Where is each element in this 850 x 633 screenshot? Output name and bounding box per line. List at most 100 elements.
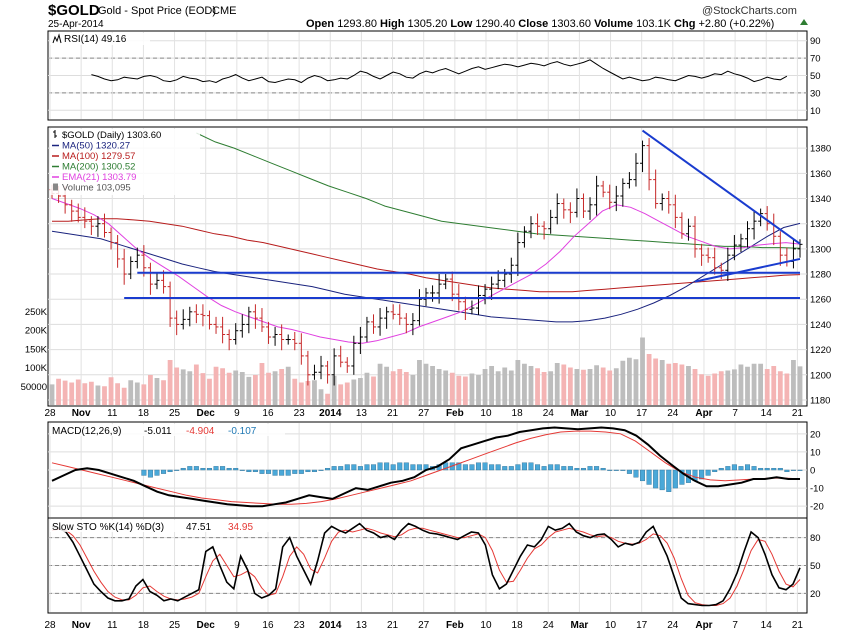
volume-bar: [266, 372, 271, 405]
volume-bar: [410, 375, 416, 405]
legends: RSI(14) 49.16 $GOLD (Daily) 1303.60MA(50)…: [50, 33, 285, 533]
volume-bar: [456, 375, 462, 405]
macd-tick-label: 0: [810, 466, 815, 477]
macd-histogram-bar: [292, 469, 298, 474]
close-value: 1303.60: [551, 18, 591, 30]
macd-histogram-bar: [403, 462, 409, 471]
macd-histogram-bar: [751, 466, 757, 471]
sto-legend-entry: 47.51: [186, 522, 211, 533]
volume-bar: [797, 366, 803, 405]
price-tick-label: 1320: [810, 219, 831, 230]
volume-bar: [49, 384, 55, 405]
macd-histogram-bar: [384, 462, 390, 471]
macd-histogram-bar: [154, 469, 160, 476]
macd-histogram-bar: [285, 469, 291, 476]
macd-histogram-bar: [298, 469, 304, 474]
x-axis-label-bottom: Dec: [197, 620, 216, 631]
rsi-tick-label: 50: [810, 71, 821, 82]
macd-histogram-bar: [338, 466, 344, 471]
price-tick-label: 1340: [810, 194, 831, 205]
macd-histogram-bar: [646, 469, 652, 485]
macd-histogram-bar: [377, 462, 383, 471]
volume-bar: [69, 382, 75, 405]
macd-histogram-bar: [554, 464, 560, 471]
macd-histogram-bar: [371, 464, 377, 471]
volume-bar: [489, 366, 495, 405]
x-axis-label: 10: [480, 408, 492, 419]
volume-bar: [344, 382, 350, 405]
volume-legend-swatch: [53, 183, 58, 191]
volume-bar: [567, 367, 573, 405]
volume-bar: [128, 380, 134, 405]
x-axis-label-bottom: 28: [44, 620, 56, 631]
macd-histogram-bar: [180, 467, 186, 471]
volume-bar: [731, 369, 737, 405]
volume-bar: [417, 360, 422, 405]
macd-histogram-bar: [495, 464, 501, 471]
volume-bar: [436, 369, 442, 405]
macd-histogram-bar: [462, 464, 468, 471]
macd-histogram-bar: [469, 464, 475, 471]
macd-histogram-bar: [147, 469, 153, 478]
macd-histogram-bar: [620, 469, 626, 471]
low-label: Low: [450, 18, 472, 30]
macd-histogram-bar: [305, 469, 311, 473]
volume-bar: [200, 373, 206, 405]
price-tick-label: 1240: [810, 320, 831, 331]
rsi-line: [91, 59, 788, 84]
volume-bar: [180, 369, 186, 405]
macd-histogram-bar: [456, 462, 462, 471]
volume-bar: [62, 380, 68, 405]
macd-histogram-bar: [567, 466, 573, 471]
volume-bar: [646, 354, 652, 405]
volume-tick-label: 50000: [21, 382, 47, 393]
macd-histogram-bar: [397, 462, 403, 471]
volume-bar: [686, 366, 691, 405]
x-axis-label-bottom: 13: [356, 620, 368, 631]
macd-histogram-bar: [535, 464, 541, 471]
macd-histogram-bar: [475, 462, 481, 471]
x-axis-label: Mar: [571, 408, 589, 419]
volume-bar: [141, 384, 147, 405]
volume-bar: [88, 381, 94, 405]
volume-bar: [253, 375, 258, 405]
macd-histogram-bar: [174, 469, 180, 471]
macd-histogram-bar: [626, 469, 632, 474]
macd-histogram-bar: [364, 464, 370, 471]
close-label: Close: [518, 18, 548, 30]
macd-histogram-bar: [771, 467, 777, 471]
volume-bar: [390, 371, 396, 405]
volume-bar: [397, 369, 403, 405]
volume-bar: [115, 383, 121, 405]
macd-histogram-bar: [653, 469, 659, 489]
x-axis-label: Dec: [197, 408, 216, 419]
rsi-tick-label: 90: [810, 36, 821, 47]
low-value: 1290.40: [475, 18, 515, 30]
volume-bar: [777, 371, 783, 405]
price-legend-entry: MA(50) 1320.27: [62, 141, 130, 152]
macd-histogram-bar: [777, 467, 783, 471]
macd-histogram-bar: [528, 462, 534, 471]
volume-bar: [495, 371, 501, 405]
macd-histogram-bar: [548, 464, 554, 471]
macd-histogram-bar: [213, 466, 219, 471]
volume-bar: [272, 371, 278, 405]
volume-bar: [331, 375, 337, 405]
x-axis-label-bottom: Apr: [695, 620, 712, 631]
rsi-tick-label: 70: [810, 54, 821, 65]
macd-histogram-bar: [797, 469, 803, 471]
x-axis-label: 18: [138, 408, 150, 419]
chart-header: $GOLD Gold - Spot Price (EOD) CME 25-Apr…: [48, 2, 808, 30]
axis-labels: 9070503010138013601340132013001280126012…: [21, 36, 832, 631]
sto-legend-entry: Slow STO %K(14) %D(3): [52, 522, 164, 533]
volume-bar: [679, 364, 685, 405]
x-axis-label-bottom: 14: [761, 620, 773, 631]
macd-histogram-bar: [659, 469, 665, 491]
macd-histogram-bar: [311, 469, 317, 473]
macd-histogram-bar: [521, 462, 527, 471]
volume-bar: [528, 366, 534, 405]
volume-bar: [554, 363, 560, 405]
x-axis-label: 28: [44, 408, 56, 419]
volume-bar: [666, 363, 672, 405]
